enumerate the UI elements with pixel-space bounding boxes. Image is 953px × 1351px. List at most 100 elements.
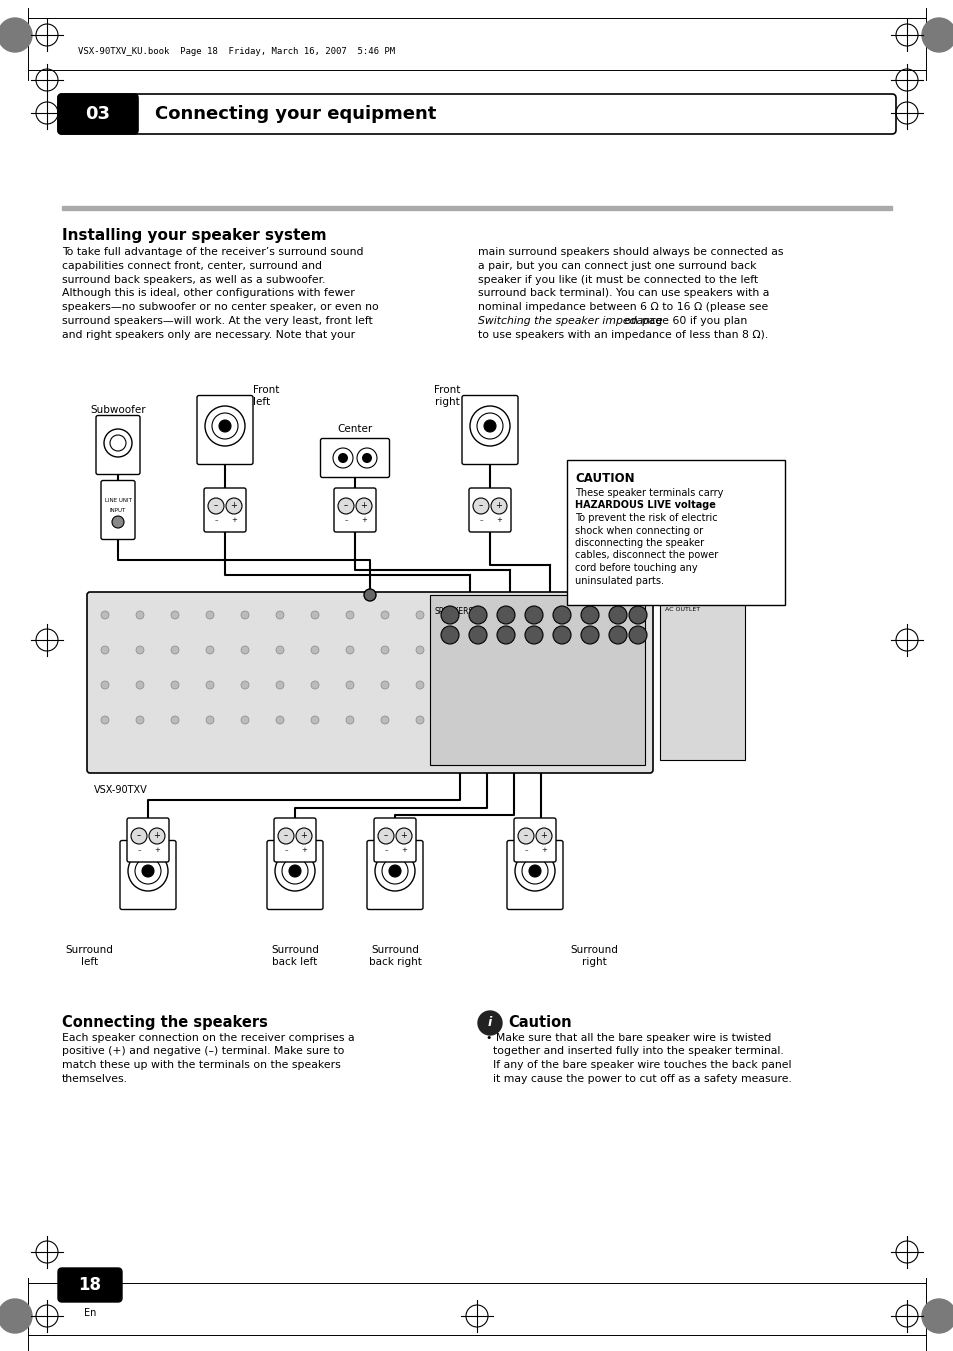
- Circle shape: [473, 499, 489, 513]
- Text: +: +: [496, 517, 501, 523]
- Text: To take full advantage of the receiver’s surround sound: To take full advantage of the receiver’s…: [62, 247, 363, 257]
- Circle shape: [608, 607, 626, 624]
- Text: on page 60 if you plan: on page 60 if you plan: [620, 316, 746, 326]
- Circle shape: [0, 18, 32, 51]
- Text: VSX-90TXV_KU.book  Page 18  Friday, March 16, 2007  5:46 PM: VSX-90TXV_KU.book Page 18 Friday, March …: [78, 47, 395, 57]
- Text: –: –: [478, 517, 482, 523]
- Text: +: +: [400, 831, 407, 840]
- Circle shape: [131, 828, 147, 844]
- Text: –: –: [478, 501, 482, 511]
- Circle shape: [469, 607, 486, 624]
- Circle shape: [553, 607, 571, 624]
- FancyBboxPatch shape: [120, 840, 175, 909]
- FancyBboxPatch shape: [274, 817, 315, 862]
- Circle shape: [556, 646, 563, 654]
- Text: En: En: [84, 1308, 96, 1319]
- Circle shape: [485, 611, 494, 619]
- Text: +: +: [231, 501, 237, 511]
- Circle shape: [136, 716, 144, 724]
- Text: i: i: [487, 1016, 492, 1029]
- Text: +: +: [540, 831, 547, 840]
- Text: Surround
back right: Surround back right: [368, 944, 421, 966]
- Circle shape: [517, 828, 534, 844]
- Circle shape: [485, 716, 494, 724]
- Text: CAUTION: CAUTION: [575, 471, 634, 485]
- Circle shape: [536, 828, 552, 844]
- Text: speakers—no subwoofer or no center speaker, or even no: speakers—no subwoofer or no center speak…: [62, 303, 378, 312]
- FancyBboxPatch shape: [101, 481, 135, 539]
- Text: Center: Center: [337, 424, 373, 434]
- Text: INPUT: INPUT: [110, 508, 126, 512]
- Circle shape: [556, 716, 563, 724]
- Circle shape: [101, 646, 109, 654]
- Text: –: –: [383, 831, 388, 840]
- Circle shape: [491, 499, 506, 513]
- Text: –: –: [214, 517, 217, 523]
- Circle shape: [416, 716, 423, 724]
- Circle shape: [921, 18, 953, 51]
- Circle shape: [241, 646, 249, 654]
- Text: Surround
back left: Surround back left: [271, 944, 318, 966]
- Text: themselves.: themselves.: [62, 1074, 128, 1084]
- Circle shape: [380, 646, 389, 654]
- Circle shape: [377, 828, 394, 844]
- Text: main surround speakers should always be connected as: main surround speakers should always be …: [477, 247, 782, 257]
- Circle shape: [355, 499, 372, 513]
- Circle shape: [483, 420, 496, 432]
- Text: nominal impedance between 6 Ω to 16 Ω (please see: nominal impedance between 6 Ω to 16 Ω (p…: [477, 303, 767, 312]
- Bar: [62, 205, 891, 209]
- Text: –: –: [523, 831, 528, 840]
- FancyBboxPatch shape: [58, 95, 138, 134]
- Text: Surround
right: Surround right: [569, 944, 618, 966]
- Circle shape: [206, 646, 213, 654]
- Text: +: +: [495, 501, 502, 511]
- Circle shape: [275, 611, 284, 619]
- Text: +: +: [301, 847, 307, 852]
- Circle shape: [477, 1011, 501, 1035]
- Circle shape: [497, 607, 515, 624]
- Circle shape: [628, 607, 646, 624]
- Circle shape: [451, 716, 458, 724]
- Circle shape: [226, 499, 242, 513]
- Text: 18: 18: [78, 1275, 101, 1294]
- Circle shape: [524, 626, 542, 644]
- Circle shape: [608, 626, 626, 644]
- Circle shape: [346, 646, 354, 654]
- Bar: [430, 594, 644, 765]
- FancyBboxPatch shape: [127, 817, 169, 862]
- Circle shape: [171, 681, 179, 689]
- Circle shape: [364, 589, 375, 601]
- Text: –: –: [136, 831, 141, 840]
- Circle shape: [395, 828, 412, 844]
- Text: –: –: [384, 847, 387, 852]
- Text: –: –: [284, 831, 288, 840]
- Circle shape: [206, 716, 213, 724]
- Text: These speaker terminals carry: These speaker terminals carry: [575, 488, 722, 499]
- Circle shape: [311, 646, 318, 654]
- Text: positive (+) and negative (–) terminal. Make sure to: positive (+) and negative (–) terminal. …: [62, 1047, 344, 1056]
- Text: –: –: [137, 847, 141, 852]
- FancyBboxPatch shape: [58, 1269, 122, 1302]
- Circle shape: [171, 611, 179, 619]
- Text: HAZARDOUS LIVE voltage: HAZARDOUS LIVE voltage: [575, 500, 715, 511]
- Text: –: –: [344, 517, 348, 523]
- Circle shape: [921, 1300, 953, 1333]
- Text: uninsulated parts.: uninsulated parts.: [575, 576, 663, 585]
- Circle shape: [142, 865, 153, 877]
- FancyBboxPatch shape: [96, 416, 140, 474]
- Circle shape: [628, 626, 646, 644]
- FancyBboxPatch shape: [374, 817, 416, 862]
- Circle shape: [311, 716, 318, 724]
- FancyBboxPatch shape: [367, 840, 422, 909]
- Text: Although this is ideal, other configurations with fewer: Although this is ideal, other configurat…: [62, 288, 355, 299]
- Circle shape: [275, 646, 284, 654]
- Circle shape: [171, 716, 179, 724]
- Text: it may cause the power to cut off as a safety measure.: it may cause the power to cut off as a s…: [485, 1074, 791, 1084]
- Text: +: +: [231, 517, 236, 523]
- Text: Installing your speaker system: Installing your speaker system: [62, 228, 326, 243]
- Text: +: +: [300, 831, 307, 840]
- Text: If any of the bare speaker wire touches the back panel: If any of the bare speaker wire touches …: [485, 1061, 791, 1070]
- Circle shape: [580, 626, 598, 644]
- Circle shape: [241, 611, 249, 619]
- Text: match these up with the terminals on the speakers: match these up with the terminals on the…: [62, 1061, 340, 1070]
